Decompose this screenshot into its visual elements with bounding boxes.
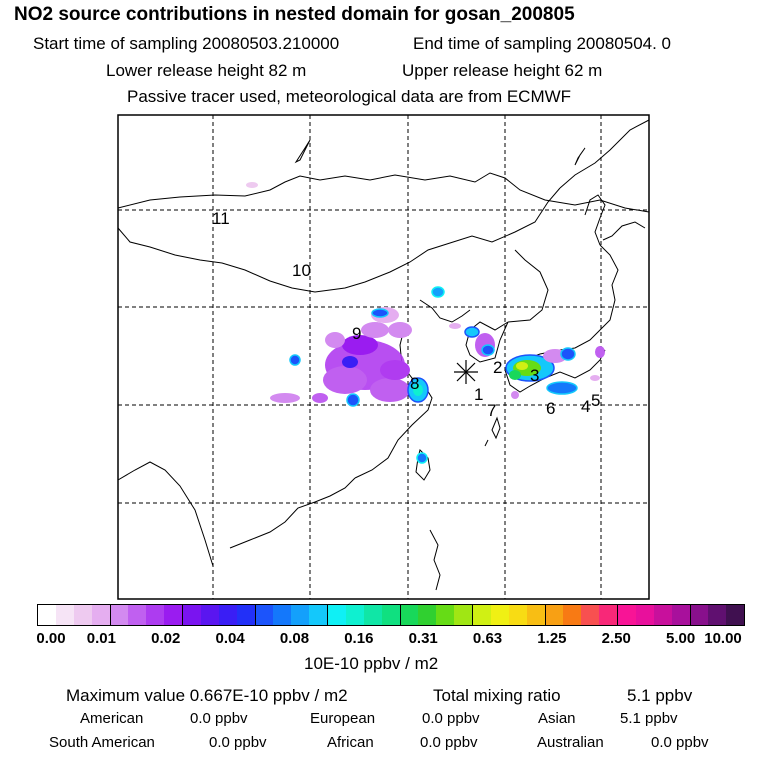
colorbar-tick-label: 0.02 — [151, 630, 181, 647]
colorbar-segment — [436, 605, 455, 625]
colorbar-segment — [545, 605, 564, 625]
region-label-4: 4 — [581, 397, 590, 416]
colorbar-segment — [110, 605, 129, 625]
colorbar-segment — [218, 605, 237, 625]
map-gridlines — [118, 115, 649, 599]
colorbar-segment — [653, 605, 672, 625]
colorbar-segment — [328, 605, 346, 625]
colorbar-segment — [526, 605, 546, 625]
map-frame — [117, 114, 650, 600]
colorbar-segment — [671, 605, 691, 625]
region-label-11: 11 — [212, 209, 230, 228]
european-value: 0.0 ppbv — [422, 710, 480, 727]
colorbar-tick-label: 2.50 — [601, 630, 631, 647]
colorbar-segment — [726, 605, 745, 625]
coastlines — [117, 119, 650, 591]
colorbar-segment — [345, 605, 364, 625]
colorbar-tick-label: 5.00 — [666, 630, 696, 647]
region-label-2: 2 — [493, 358, 502, 377]
colorbar-segment — [38, 605, 56, 625]
african-label: African — [327, 734, 374, 751]
colorbar-tick-label: 0.63 — [472, 630, 503, 647]
american-label: American — [80, 710, 144, 727]
start-time-text: Start time of sampling 20080503.210000 — [33, 34, 340, 53]
colorbar-segment — [236, 605, 256, 625]
region-label-1: 1 — [474, 385, 483, 404]
south-american-value: 0.0 ppbv — [209, 734, 267, 751]
colorbar-segment — [55, 605, 74, 625]
colorbar-tick-label: 0.04 — [215, 630, 245, 647]
colorbar-segment — [146, 605, 165, 625]
lower-release-text: Lower release height 82 m — [106, 61, 307, 80]
star-marker — [454, 360, 478, 384]
concentration-field — [246, 182, 605, 464]
colorbar-tick-label: 0.08 — [279, 630, 310, 647]
region-label-8: 8 — [410, 374, 419, 393]
region-label-6: 6 — [546, 399, 555, 418]
end-time-text: End time of sampling 20080504. 0 — [413, 34, 672, 53]
colorbar-segment — [581, 605, 600, 625]
colorbar-segment — [291, 605, 310, 625]
colorbar-segment — [273, 605, 292, 625]
colorbar-segment — [490, 605, 509, 625]
region-label-3: 3 — [530, 366, 539, 385]
colorbar-segment — [418, 605, 437, 625]
colorbar-segment — [454, 605, 473, 625]
colorbar-tick-label: 1.25 — [537, 630, 567, 647]
australian-label: Australian — [537, 734, 604, 751]
tracer-note-text: Passive tracer used, meteorological data… — [127, 87, 572, 106]
south-american-label: South American — [49, 734, 155, 751]
colorbar-segment — [164, 605, 183, 625]
colorbar-unit: 10E-10 ppbv / m2 — [304, 654, 439, 673]
colorbar — [37, 604, 745, 626]
colorbar-segment — [400, 605, 419, 625]
maximum-value-text: Maximum value 0.667E-10 ppbv / m2 — [66, 686, 348, 705]
asian-label: Asian — [538, 710, 576, 727]
region-label-7: 7 — [487, 401, 496, 420]
colorbar-segment — [508, 605, 527, 625]
colorbar-segment — [363, 605, 382, 625]
region-label-9: 9 — [352, 324, 361, 343]
total-mixing-label: Total mixing ratio — [433, 686, 561, 705]
american-value: 0.0 ppbv — [190, 710, 248, 727]
colorbar-segment — [91, 605, 111, 625]
colorbar-segment — [183, 605, 201, 625]
colorbar-segment — [255, 605, 274, 625]
colorbar-segment — [708, 605, 727, 625]
colorbar-segment — [690, 605, 709, 625]
african-value: 0.0 ppbv — [420, 734, 478, 751]
colorbar-segment — [200, 605, 219, 625]
colorbar-segment — [635, 605, 654, 625]
colorbar-segment — [599, 605, 618, 625]
colorbar-segment — [473, 605, 491, 625]
colorbar-tick-label: 0.31 — [408, 630, 438, 647]
region-label-5: 5 — [591, 391, 600, 410]
colorbar-tick-label: 0.01 — [86, 630, 116, 647]
colorbar-segment — [563, 605, 582, 625]
colorbar-tick-label: 10.00 — [704, 630, 742, 647]
upper-release-text: Upper release height 62 m — [402, 61, 603, 80]
colorbar-segment — [128, 605, 147, 625]
colorbar-segment — [618, 605, 636, 625]
map-title: NO2 source contributions in nested domai… — [14, 4, 575, 25]
asian-value: 5.1 ppbv — [620, 710, 678, 727]
colorbar-tick-label: 0.16 — [344, 630, 374, 647]
colorbar-segment — [381, 605, 401, 625]
colorbar-segment — [73, 605, 92, 625]
colorbar-tick-label: 0.00 — [36, 630, 66, 647]
australian-value: 0.0 ppbv — [651, 734, 709, 751]
region-label-10: 10 — [292, 261, 311, 280]
colorbar-segment — [309, 605, 328, 625]
european-label: European — [310, 710, 376, 727]
total-mixing-value: 5.1 ppbv — [627, 686, 693, 705]
